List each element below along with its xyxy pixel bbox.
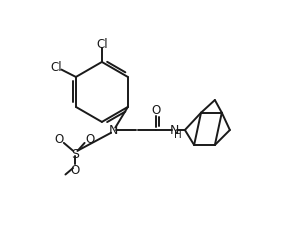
Text: N: N — [109, 124, 118, 137]
Text: O: O — [71, 164, 80, 177]
Text: N: N — [170, 124, 179, 137]
Text: S: S — [71, 147, 79, 160]
Text: Cl: Cl — [96, 38, 108, 51]
Text: O: O — [54, 132, 63, 145]
Text: O: O — [152, 103, 161, 116]
Text: O: O — [85, 132, 94, 145]
Text: H: H — [174, 130, 182, 140]
Text: Cl: Cl — [50, 61, 62, 74]
